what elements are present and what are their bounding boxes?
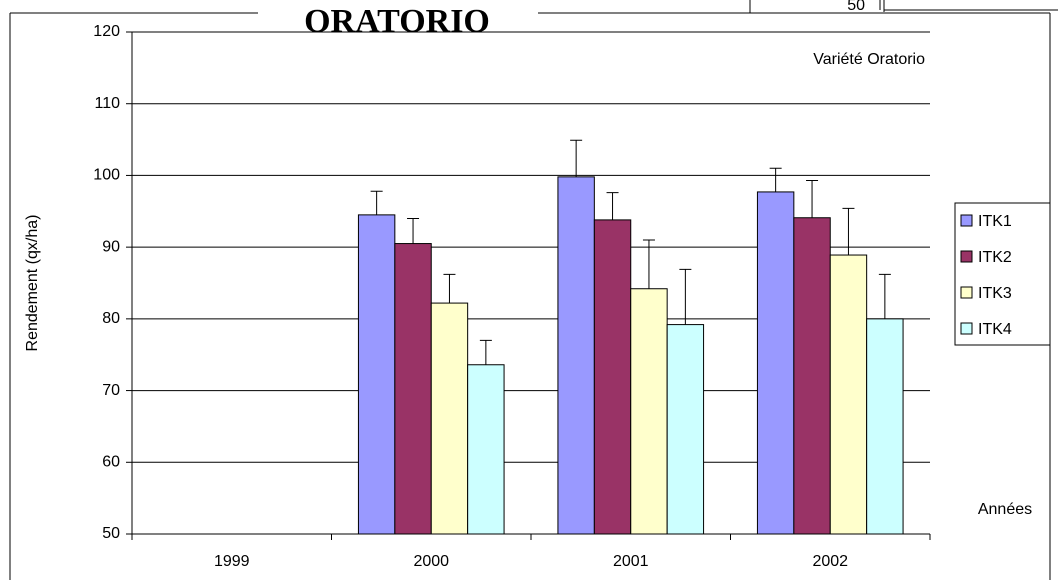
x-tick-label: 1999 <box>214 553 250 570</box>
bar <box>630 288 668 535</box>
bar <box>430 302 469 535</box>
bar <box>394 243 432 535</box>
error-bar <box>642 239 655 289</box>
bar <box>467 364 505 535</box>
y-axis-label: Rendement (qx/ha) <box>24 215 41 352</box>
legend-swatch <box>960 250 973 263</box>
error-bar <box>842 207 855 256</box>
bar <box>793 217 831 535</box>
error-bar <box>878 273 891 319</box>
background-label: 50 <box>847 0 865 14</box>
bar <box>666 324 705 535</box>
y-tick-label: 100 <box>93 167 120 184</box>
annotation: Variété Oratorio <box>813 51 925 68</box>
legend-swatch <box>960 214 973 227</box>
bar <box>866 318 904 535</box>
chart-title: ORATORIO <box>304 3 490 40</box>
y-tick-label: 50 <box>102 525 120 542</box>
legend-swatch <box>960 286 973 299</box>
y-tick-label: 60 <box>102 454 120 471</box>
y-tick-label: 70 <box>102 382 120 399</box>
error-bar <box>679 268 692 325</box>
legend-box <box>954 202 1051 346</box>
y-tick-label: 110 <box>94 95 120 112</box>
y-tick-label: 120 <box>93 23 120 40</box>
legend-label: ITK2 <box>978 249 1012 266</box>
error-bar <box>806 179 819 218</box>
x-tick-label: 2001 <box>613 553 649 570</box>
error-bar <box>443 273 456 304</box>
y-tick-label: 90 <box>102 238 120 255</box>
x-tick-label: 2002 <box>812 553 848 570</box>
bar <box>557 176 595 535</box>
error-bar <box>479 339 492 365</box>
legend-label: ITK4 <box>978 321 1012 338</box>
legend-swatch <box>960 322 973 335</box>
legend-label: ITK3 <box>978 285 1012 302</box>
x-tick-label: 2000 <box>413 553 449 570</box>
error-bar <box>370 190 383 215</box>
error-bar <box>606 192 619 220</box>
bar <box>593 219 632 535</box>
error-bar <box>769 167 782 192</box>
bar <box>756 191 795 535</box>
y-tick-label: 80 <box>102 310 120 327</box>
bar <box>357 214 396 535</box>
x-axis-label: Années <box>978 501 1032 518</box>
bar <box>829 254 868 535</box>
legend-label: ITK1 <box>978 213 1012 230</box>
error-bar <box>570 139 583 177</box>
error-bar <box>407 217 420 244</box>
